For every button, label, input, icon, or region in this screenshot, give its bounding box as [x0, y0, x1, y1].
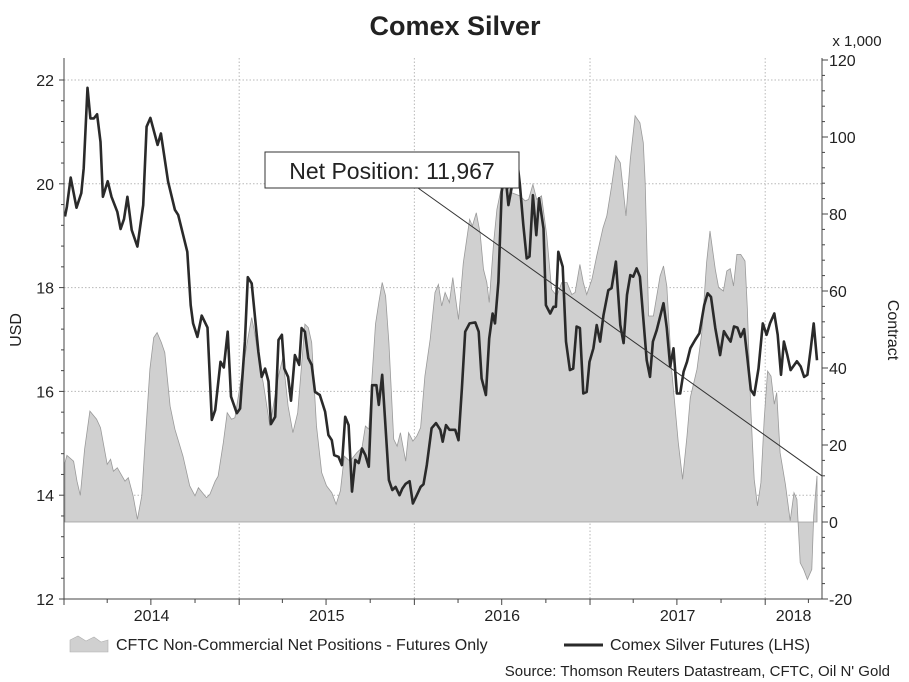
annotation-text: Net Position: 11,967: [289, 158, 494, 184]
legend: CFTC Non-Commercial Net Positions - Futu…: [69, 635, 810, 654]
left-tick-label: 18: [36, 281, 54, 298]
x-tick-label: 2015: [309, 608, 345, 625]
chart-title: Comex Silver: [369, 11, 541, 41]
x-tick-label: 2018: [776, 608, 812, 625]
annotation-leader-line: [417, 187, 823, 477]
right-tick-label: 0: [829, 515, 838, 532]
right-tick-label: -20: [829, 592, 852, 609]
legend-label-silver-futures: Comex Silver Futures (LHS): [610, 637, 810, 654]
area-layer: [64, 114, 818, 581]
legend-area-swatch: [69, 635, 109, 653]
x-tick-label: 2014: [134, 608, 170, 625]
left-tick-label: 14: [36, 488, 54, 505]
right-tick-label: 40: [829, 361, 847, 378]
left-tick-label: 20: [36, 177, 54, 194]
right-axis-unit: x 1,000: [832, 33, 881, 50]
right-tick-label: 80: [829, 207, 847, 224]
x-tick-label: 2016: [484, 608, 520, 625]
right-tick-label: 60: [829, 284, 847, 301]
source-note: Source: Thomson Reuters Datastream, CFTC…: [505, 663, 890, 680]
right-axis-label: Contract: [884, 300, 901, 361]
axes: 12 14 16 18 20 22 -20 0 20 40 60 80 100 120 2014 2015 20…: [36, 53, 856, 625]
right-tick-label: 120: [829, 53, 856, 70]
left-tick-label: 12: [36, 592, 54, 609]
annotation: Net Position: 11,967: [264, 151, 823, 477]
line-layer: [63, 86, 819, 505]
left-tick-label: 22: [36, 73, 54, 90]
x-tick-label: 2017: [660, 608, 696, 625]
right-tick-label: 100: [829, 130, 856, 147]
right-tick-label: 20: [829, 438, 847, 455]
left-axis-label: USD: [8, 313, 25, 347]
annotation-box: [264, 151, 520, 189]
net-positions-area: [64, 114, 818, 581]
silver-futures-line: [63, 86, 819, 505]
left-tick-label: 16: [36, 384, 54, 401]
legend-label-net-positions: CFTC Non-Commercial Net Positions - Futu…: [116, 637, 488, 654]
